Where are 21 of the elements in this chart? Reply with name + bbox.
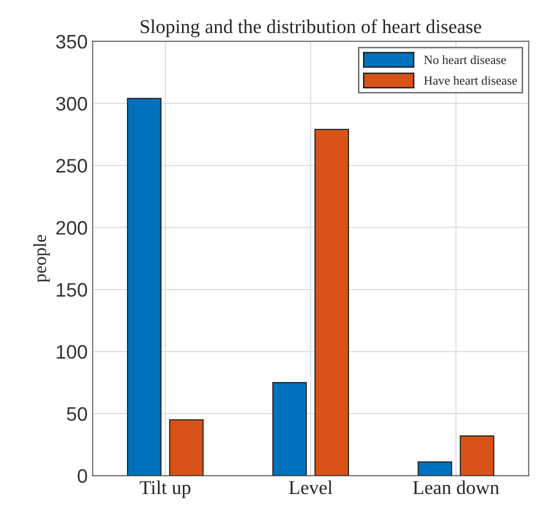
- bar: [169, 419, 204, 476]
- x-tick-label: Tilt up: [140, 480, 190, 498]
- legend-label: Have heart disease: [424, 76, 517, 85]
- y-tick-label: 100: [56, 345, 88, 359]
- bar: [126, 98, 162, 476]
- y-tick-label: 50: [66, 407, 88, 421]
- bar: [314, 128, 349, 476]
- x-tick-label: Level: [289, 480, 332, 494]
- x-tick-label: Lean down: [413, 480, 500, 494]
- bar: [272, 382, 307, 476]
- y-tick-label: 250: [56, 158, 88, 173]
- chart-title: Sloping and the distribution of heart disease: [140, 19, 482, 38]
- y-tick-label: 350: [56, 34, 88, 49]
- y-tick-label: 200: [56, 220, 88, 235]
- bar: [460, 435, 494, 476]
- legend-label: No heart disease: [424, 55, 506, 64]
- y-tick-label: 150: [56, 282, 88, 297]
- bar: [418, 461, 452, 476]
- y-axis-title: people: [33, 235, 50, 282]
- y-tick-label: 300: [56, 96, 88, 111]
- y-tick-label: 0: [78, 469, 88, 483]
